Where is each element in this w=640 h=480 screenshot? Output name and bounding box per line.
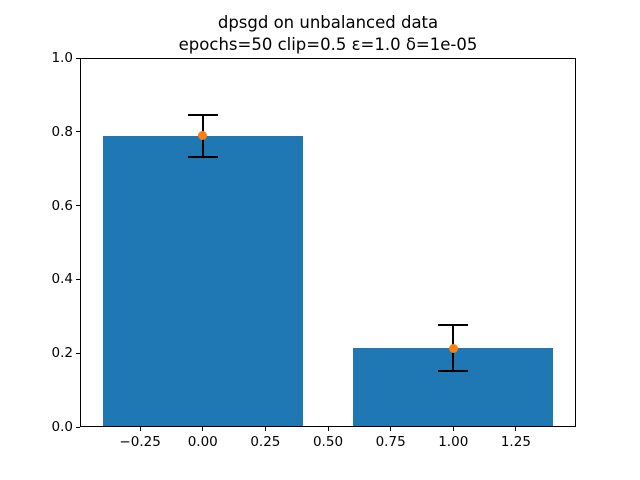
- chart-title-block: dpsgd on unbalanced data epochs=50 clip=…: [80, 12, 576, 56]
- y-tick-label: 0.6: [51, 197, 73, 214]
- x-tick-label: 1.25: [500, 434, 531, 450]
- x-tick-label: 1.00: [438, 434, 469, 450]
- data-point-marker: [198, 131, 208, 141]
- y-tick-mark: [76, 131, 80, 133]
- y-tick-mark: [76, 352, 80, 354]
- x-tick-mark: [264, 427, 266, 431]
- y-tick-label: 0.4: [51, 271, 73, 288]
- x-tick-label: −0.25: [119, 434, 161, 450]
- x-tick-mark: [139, 427, 141, 431]
- data-point-marker: [448, 343, 458, 353]
- y-tick-label: 1.0: [51, 50, 73, 66]
- errorbar-cap-bottom: [438, 369, 469, 372]
- y-tick-label: 0.0: [51, 419, 73, 435]
- y-tick-mark: [76, 278, 80, 280]
- x-tick-mark: [390, 427, 392, 431]
- x-tick-label: 0.25: [250, 434, 281, 450]
- x-tick-mark: [515, 427, 517, 431]
- plot-area: [80, 58, 576, 427]
- y-tick-mark: [76, 57, 80, 59]
- x-tick-mark: [202, 427, 204, 431]
- x-tick-mark: [327, 427, 329, 431]
- y-tick-mark: [76, 205, 80, 207]
- x-tick-mark: [452, 427, 454, 431]
- bar: [102, 135, 303, 427]
- x-tick-label: 0.00: [187, 434, 218, 450]
- errorbar-cap-top: [187, 113, 218, 116]
- x-tick-label: 0.50: [312, 434, 344, 450]
- chart-subtitle: epochs=50 clip=0.5 ε=1.0 δ=1e-05: [178, 35, 478, 54]
- y-tick-label: 0.2: [51, 345, 73, 362]
- y-tick-label: 0.8: [51, 123, 73, 140]
- errorbar-cap-top: [438, 324, 469, 327]
- chart-title: dpsgd on unbalanced data: [217, 13, 439, 32]
- x-tick-label: 0.75: [375, 434, 406, 450]
- errorbar-cap-bottom: [187, 155, 218, 158]
- y-tick-mark: [76, 426, 80, 428]
